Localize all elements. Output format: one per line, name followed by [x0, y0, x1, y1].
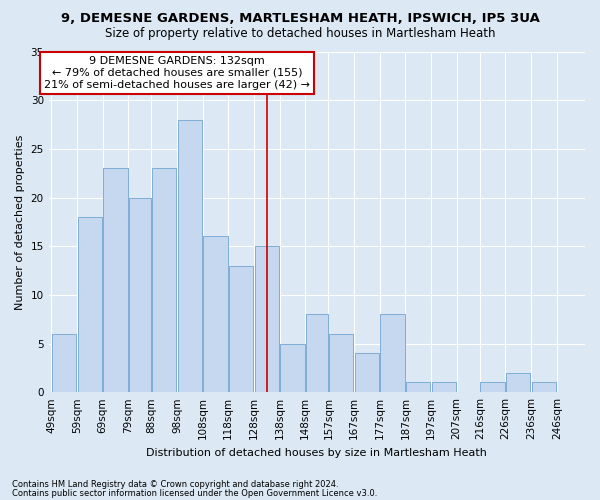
Text: 9 DEMESNE GARDENS: 132sqm
← 79% of detached houses are smaller (155)
21% of semi: 9 DEMESNE GARDENS: 132sqm ← 79% of detac…: [44, 56, 310, 90]
Bar: [306, 314, 328, 392]
Bar: [254, 246, 279, 392]
Bar: [280, 344, 305, 392]
Bar: [431, 382, 456, 392]
Bar: [77, 217, 102, 392]
Bar: [203, 236, 227, 392]
Bar: [103, 168, 128, 392]
Text: Size of property relative to detached houses in Martlesham Heath: Size of property relative to detached ho…: [105, 28, 495, 40]
Bar: [406, 382, 430, 392]
X-axis label: Distribution of detached houses by size in Martlesham Heath: Distribution of detached houses by size …: [146, 448, 487, 458]
Bar: [506, 372, 530, 392]
Bar: [178, 120, 202, 392]
Bar: [532, 382, 556, 392]
Bar: [52, 334, 76, 392]
Text: Contains public sector information licensed under the Open Government Licence v3: Contains public sector information licen…: [12, 489, 377, 498]
Bar: [380, 314, 405, 392]
Text: 9, DEMESNE GARDENS, MARTLESHAM HEATH, IPSWICH, IP5 3UA: 9, DEMESNE GARDENS, MARTLESHAM HEATH, IP…: [61, 12, 539, 26]
Bar: [129, 198, 151, 392]
Y-axis label: Number of detached properties: Number of detached properties: [15, 134, 25, 310]
Bar: [229, 266, 253, 392]
Bar: [329, 334, 353, 392]
Bar: [355, 353, 379, 392]
Bar: [481, 382, 505, 392]
Text: Contains HM Land Registry data © Crown copyright and database right 2024.: Contains HM Land Registry data © Crown c…: [12, 480, 338, 489]
Bar: [152, 168, 176, 392]
